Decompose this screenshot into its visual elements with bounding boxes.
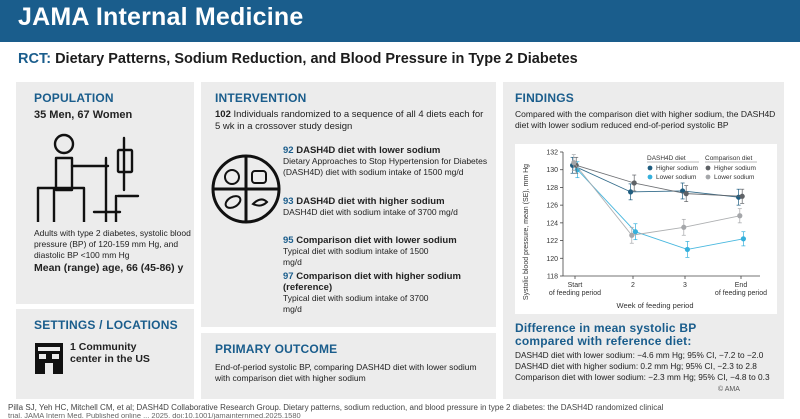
settings-label-a: Community [78,341,137,353]
data-point [684,246,690,253]
findings-panel: FINDINGS Compared with the comparison di… [503,82,784,399]
difference-heading: Difference in mean systolic BP compared … [515,321,697,348]
citation: Pilla SJ, Yeh HC, Mitchell CM, et al; DA… [8,403,664,412]
x-tick-label: 2 [631,282,635,289]
journal-header: JAMA Internal Medicine [0,0,800,42]
diet-description: Dietary Approaches to Stop Hypertension … [283,156,488,177]
diet-item: 92 DASH4D diet with lower sodium Dietary… [283,145,503,177]
findings-heading: FINDINGS [515,91,574,105]
person-at-computer-icon [36,133,140,222]
population-age: Mean (range) age, 66 (45-86) y [34,262,184,274]
diet-count: 97 [283,271,294,282]
data-point [628,189,634,195]
series-line [572,164,739,198]
citation-continued: trial. JAMA Intern Med. Published online… [8,413,301,419]
intervention-panel: INTERVENTION 102 Individuals randomized … [201,82,496,327]
diet-item: 97 Comparison diet with higher sodium (r… [283,271,503,314]
y-tick-label: 128 [546,185,558,192]
y-tick-label: 126 [546,203,558,210]
x-tick-label: of feeding period [549,290,601,297]
settings-heading: SETTINGS / LOCATIONS [34,318,178,332]
legend-label: Lower sodium [714,174,754,181]
difference-item: Comparison diet with lower sodium: −2.3 … [515,372,770,382]
abstract-title: RCT: Dietary Patterns, Sodium Reduction,… [18,51,578,67]
findings-summary: Compared with the comparison diet with h… [515,109,776,130]
plate-diet-icon [211,154,281,224]
x-tick-label: End [735,282,748,289]
data-point [632,229,638,235]
diet-name: DASH4D diet with lower sodium [296,145,441,156]
population-panel: POPULATION 35 Men, 67 Women Adults with … [16,82,194,304]
diet-description: Typical diet with sodium intake of 3700 … [283,293,429,314]
legend-marker [705,174,711,180]
legend-group-title: DASH4D diet [647,155,686,162]
x-tick-label: of feeding period [715,290,767,297]
y-tick-label: 124 [546,220,558,227]
diet-item: 95 Comparison diet with lower sodium Typ… [283,235,503,267]
data-point [631,180,637,186]
y-axis-label: Systolic blood pressure, mean (SE), mm H… [523,164,530,300]
y-tick-label: 122 [546,238,558,245]
y-tick-label: 118 [547,274,558,281]
settings-panel: SETTINGS / LOCATIONS 1 Community center … [16,309,194,399]
intervention-intro-text: Individuals randomized to a sequence of … [215,109,484,132]
series-line [577,169,744,250]
diet-name: Comparison diet with higher sodium (refe… [283,271,461,293]
title-text: Dietary Patterns, Sodium Reduction, and … [55,51,578,67]
copyright: © AMA [718,386,740,393]
diet-description: DASH4D diet with sodium intake of 3700 m… [283,207,458,217]
settings-label-b: center in the US [70,353,150,365]
legend-marker [705,165,711,171]
diet-name: DASH4D diet with higher sodium [296,196,445,207]
diet-count: 92 [283,145,294,156]
y-tick-label: 132 [546,150,558,157]
y-tick-label: 120 [546,256,558,263]
diet-count: 93 [283,196,294,207]
legend-group-title: Comparison diet [705,155,753,162]
diet-description: Typical diet with sodium intake of 1500 … [283,246,429,267]
intervention-heading: INTERVENTION [215,91,307,105]
y-tick-label: 130 [546,167,558,174]
diet-item: 93 DASH4D diet with higher sodium DASH4D… [283,196,503,218]
journal-title: JAMA Internal Medicine [18,3,304,31]
outcome-heading: PRIMARY OUTCOME [215,342,338,356]
diet-name: Comparison diet with lower sodium [296,235,457,246]
population-description: Adults with type 2 diabetes, systolic bl… [34,228,191,260]
study-type-tag: RCT: [18,51,52,67]
data-point [629,232,635,238]
data-point [739,193,745,199]
difference-list: DASH4D diet with lower sodium: −4.6 mm H… [515,350,770,383]
diet-count: 95 [283,235,294,246]
settings-description: 1 Community center in the US [70,341,150,365]
intervention-intro: 102 Individuals randomized to a sequence… [215,109,485,133]
series-line [576,164,743,197]
population-counts: 35 Men, 67 Women [34,109,133,121]
x-tick-label: Start [568,282,583,289]
data-point [740,236,746,242]
difference-item: DASH4D diet with lower sodium: −4.6 mm H… [515,350,764,360]
building-icon [35,343,63,374]
legend-label: Lower sodium [656,174,696,181]
primary-outcome-panel: PRIMARY OUTCOME End-of-period systolic B… [201,333,496,399]
data-point [683,191,689,197]
data-point [737,213,743,219]
x-axis-label: Week of feeding period [617,301,694,310]
difference-item: DASH4D diet with higher sodium: 0.2 mm H… [515,361,757,371]
series-line [573,162,740,236]
x-tick-label: 3 [683,282,687,289]
legend-label: Higher sodium [714,165,756,172]
population-heading: POPULATION [34,91,114,105]
outcome-text: End-of-period systolic BP, comparing DAS… [215,362,477,383]
legend-marker [647,174,653,180]
settings-count: 1 [70,341,76,353]
legend-label: Higher sodium [656,165,698,172]
data-point [681,224,687,230]
legend-marker [647,165,653,171]
data-point [571,160,577,166]
intervention-count: 102 [215,109,231,120]
